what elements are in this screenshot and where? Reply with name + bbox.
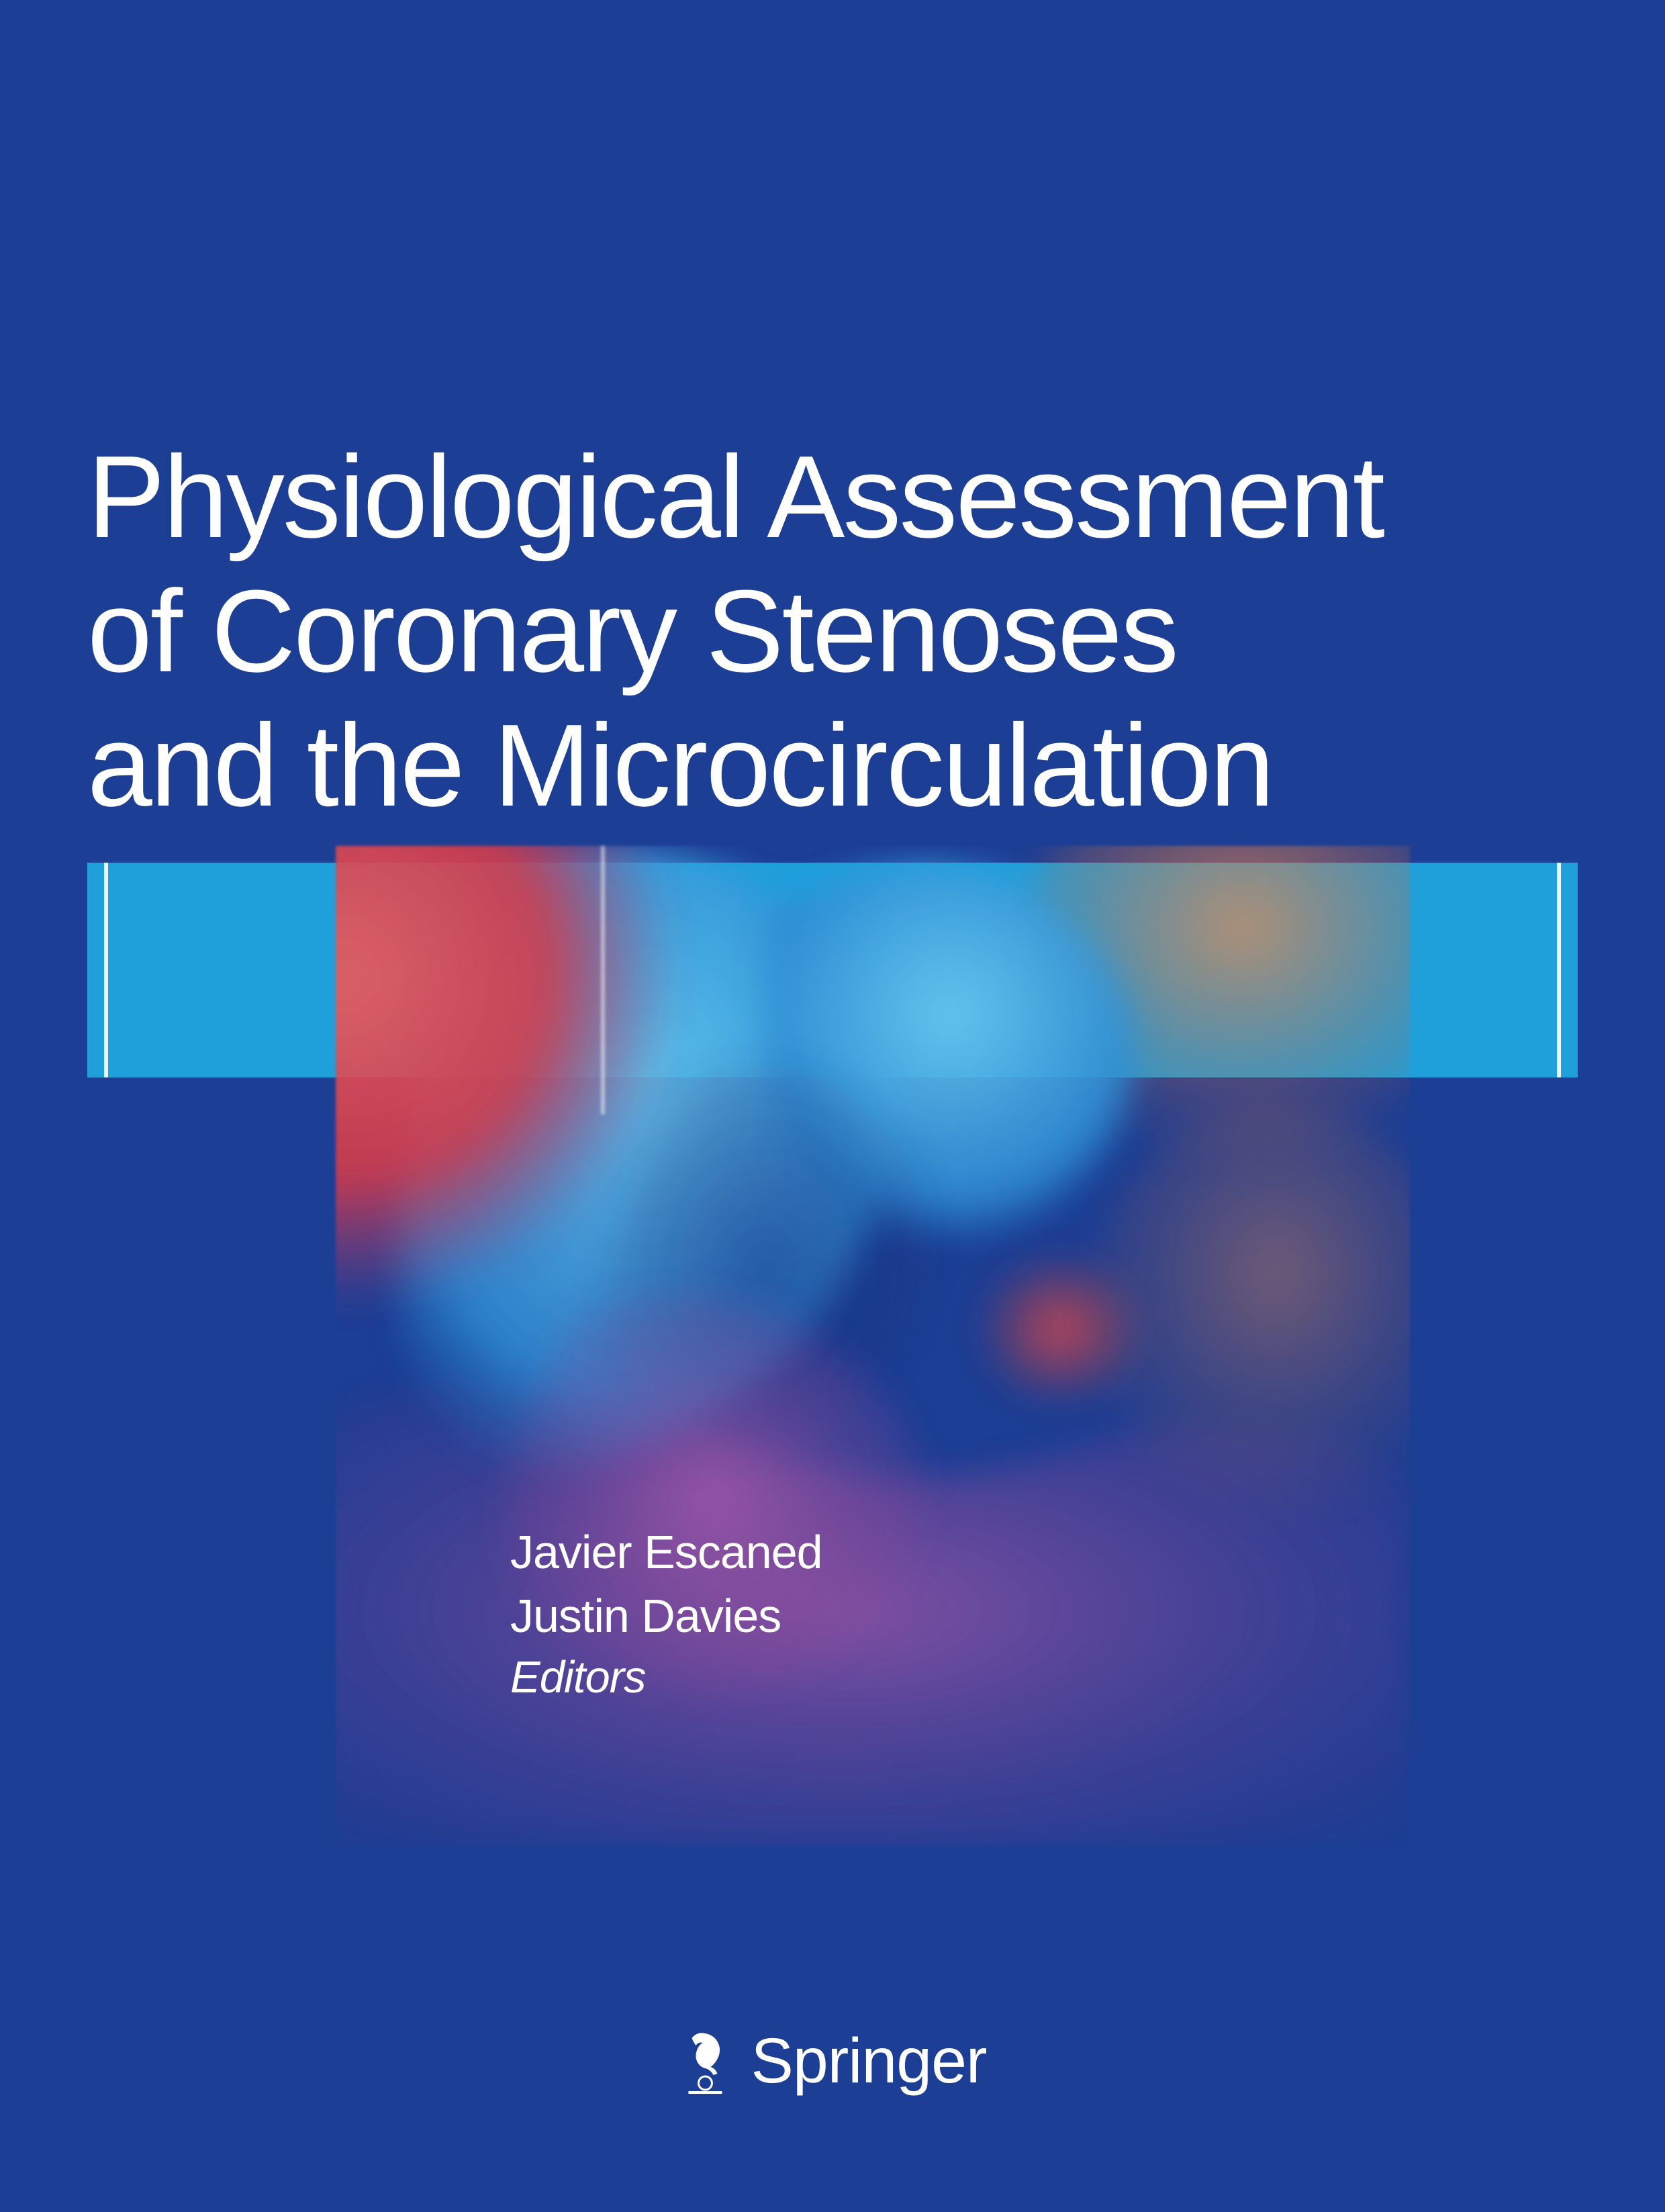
title-line-1: Physiological Assessment [87,430,1383,564]
book-title: Physiological Assessment of Coronary Ste… [87,430,1383,832]
abstract-artwork [336,846,1410,1846]
editors-label: Editors [510,1647,822,1708]
publisher-block: Springer [678,2025,986,2098]
authors-block: Javier Escaned Justin Davies Editors [510,1521,822,1708]
title-line-3: and the Microcirculation [87,698,1383,832]
author-2: Justin Davies [510,1584,822,1648]
title-line-2: of Coronary Stenoses [87,564,1383,698]
author-1: Javier Escaned [510,1521,822,1584]
publisher-name: Springer [751,2025,986,2098]
springer-horse-icon [678,2028,732,2095]
